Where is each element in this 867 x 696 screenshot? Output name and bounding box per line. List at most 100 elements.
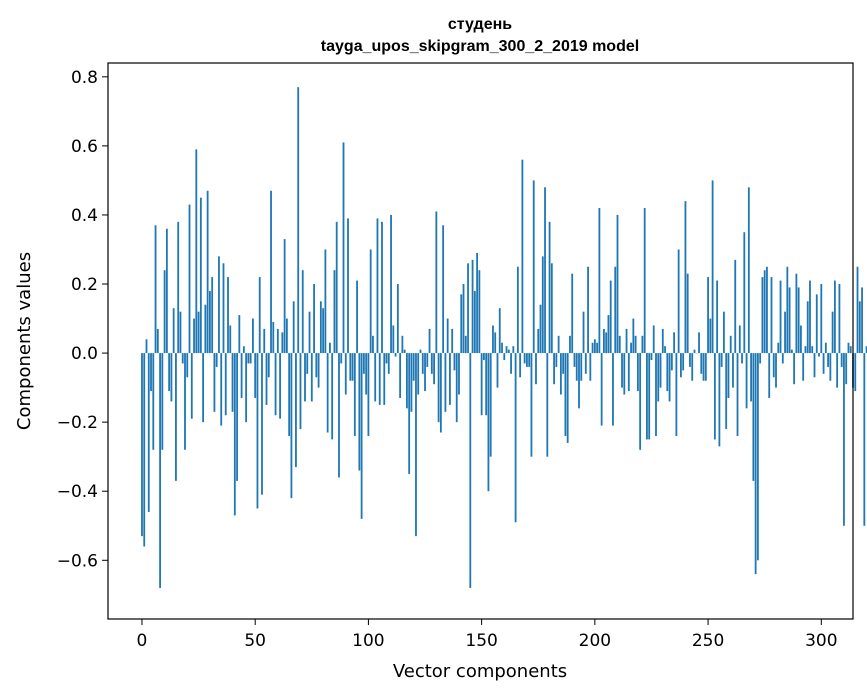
bar [145, 339, 148, 354]
bar [559, 353, 562, 395]
bar [365, 353, 368, 395]
bar [394, 353, 397, 357]
bar [569, 335, 571, 354]
bar [435, 211, 438, 354]
y-axis-label: Components values [14, 252, 35, 430]
bar [249, 353, 252, 364]
y-tick-label: 0.6 [71, 137, 98, 157]
bar [541, 256, 544, 354]
bar [190, 353, 193, 419]
x-tick-label: 50 [244, 631, 266, 651]
bar [779, 280, 782, 354]
bar [544, 187, 546, 354]
bar [338, 353, 340, 478]
bar [478, 270, 481, 354]
bar [274, 353, 277, 416]
bar [489, 353, 492, 457]
bar [593, 339, 596, 354]
bar [204, 304, 207, 354]
bar [501, 342, 503, 354]
bar [664, 346, 666, 354]
x-tick-label: 250 [692, 631, 724, 651]
bar [399, 353, 402, 398]
bar [482, 353, 485, 360]
bar [220, 353, 223, 426]
bar [682, 353, 685, 371]
bar [734, 259, 737, 354]
x-tick-label: 200 [579, 631, 611, 651]
bar [750, 353, 752, 402]
bar [650, 353, 653, 360]
bar [539, 304, 542, 354]
bar [258, 277, 261, 354]
bar [641, 335, 644, 354]
bar [306, 353, 309, 374]
bar [786, 266, 789, 354]
bar [141, 353, 143, 537]
bar [485, 353, 488, 416]
bar [285, 318, 288, 354]
bar [272, 322, 275, 354]
bar [530, 353, 533, 457]
bar [469, 353, 472, 588]
bar [648, 353, 651, 440]
bar [575, 353, 578, 381]
bar [186, 353, 189, 378]
bar [143, 353, 146, 547]
bar [553, 353, 555, 385]
bar [165, 228, 168, 354]
bar [691, 353, 694, 381]
bar [195, 149, 198, 354]
bar [353, 353, 356, 436]
bar [707, 277, 709, 354]
bar [845, 353, 848, 385]
bar [188, 204, 191, 354]
bar [421, 353, 424, 374]
bar [412, 353, 415, 381]
bar [419, 349, 422, 354]
bar [372, 335, 374, 354]
bar [297, 87, 300, 354]
bar [657, 353, 660, 402]
bar [756, 353, 759, 561]
bar [603, 328, 605, 354]
bar [566, 353, 569, 443]
y-tick-label: 0.2 [71, 275, 98, 295]
bar [747, 187, 750, 354]
bar [738, 325, 741, 354]
bar [623, 353, 626, 395]
bar [661, 328, 664, 354]
bar [442, 225, 445, 354]
bar [652, 325, 655, 354]
bar [263, 328, 266, 354]
bar [206, 190, 209, 354]
bar [562, 353, 565, 374]
bar [503, 353, 506, 360]
bar [449, 353, 451, 405]
bar [564, 353, 567, 436]
bar [639, 353, 642, 450]
y-ticks: −0.6 −0.4 −0.2 0.0 0.2 0.4 0.6 0.8 [57, 68, 108, 571]
bar [741, 353, 743, 364]
bar [460, 294, 463, 354]
bar [324, 249, 327, 354]
x-tick-label: 0 [137, 631, 148, 651]
bar [507, 349, 510, 354]
bar [532, 180, 535, 354]
bar [161, 353, 164, 450]
bar [376, 218, 379, 354]
y-tick-label: 0.0 [71, 344, 98, 364]
bar [362, 353, 365, 374]
bar [689, 353, 691, 367]
bar [270, 190, 272, 354]
bar [743, 232, 746, 354]
bar [408, 353, 411, 474]
bar [614, 266, 617, 354]
bar [829, 353, 832, 381]
bar [535, 353, 537, 385]
bar [833, 280, 836, 354]
bar [736, 353, 739, 436]
y-tick-label: −0.4 [57, 482, 98, 502]
bar [802, 353, 805, 381]
bar [313, 284, 315, 354]
